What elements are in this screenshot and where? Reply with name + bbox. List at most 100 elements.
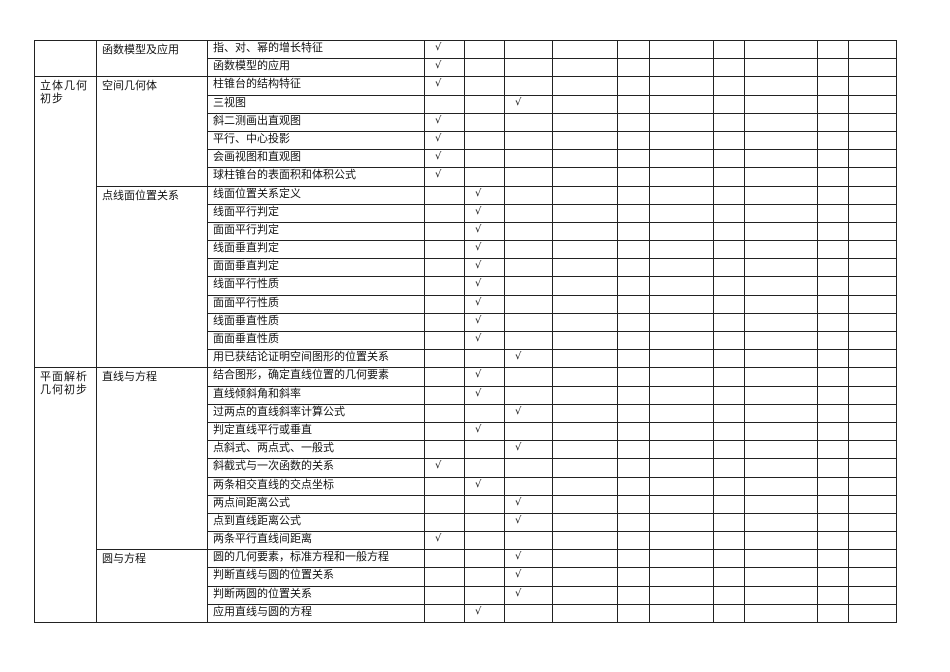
level-cell xyxy=(464,112,505,132)
level-cell xyxy=(649,76,714,96)
table-row: 用已获结论证明空间图形的位置关系 √ xyxy=(35,349,897,369)
level-cell xyxy=(552,458,618,478)
level-cell xyxy=(504,112,553,132)
table-row: 圆与方程 圆的几何要素，标准方程和一般方程 √ xyxy=(35,549,897,623)
topic-cell: 点到直线距离公式 xyxy=(207,512,425,533)
level-cell xyxy=(649,312,714,333)
level-cell xyxy=(744,367,818,387)
level-cell xyxy=(848,585,897,605)
check-mark: √ xyxy=(435,114,442,126)
level-cell xyxy=(848,312,897,333)
topic-cell: 指、对、幂的增长特征 xyxy=(207,39,425,60)
level-cell: √ xyxy=(424,39,465,60)
level-cell xyxy=(848,349,897,369)
level-cell xyxy=(552,258,618,278)
check-mark: √ xyxy=(475,242,482,254)
topic-cell: 会画视图和直观图 xyxy=(207,149,425,169)
level-cell xyxy=(617,476,650,496)
level-cell xyxy=(744,276,818,296)
level-cell xyxy=(744,603,818,624)
level-cell xyxy=(649,130,714,151)
level-cell xyxy=(649,58,714,78)
level-cell xyxy=(817,94,849,114)
level-cell xyxy=(424,603,465,624)
level-cell xyxy=(713,94,745,114)
table-row: 点线面位置关系 线面位置关系定义 √ xyxy=(35,185,897,369)
check-mark: √ xyxy=(475,187,482,199)
level-cell xyxy=(713,385,745,405)
level-cell xyxy=(817,149,849,169)
level-cell xyxy=(617,167,650,187)
check-mark: √ xyxy=(515,514,522,526)
level-cell xyxy=(817,349,849,369)
level-cell xyxy=(504,203,553,223)
level-cell xyxy=(424,240,465,260)
level-cell xyxy=(649,385,714,405)
topic-cell: 面面垂直判定 xyxy=(207,258,425,278)
level-cell xyxy=(649,567,714,587)
level-cell xyxy=(424,330,465,351)
level-cell xyxy=(464,349,505,369)
level-cell: √ xyxy=(504,567,553,587)
level-cell xyxy=(552,167,618,187)
level-cell xyxy=(464,58,505,78)
level-cell xyxy=(552,585,618,605)
level-cell: √ xyxy=(464,367,505,387)
level-cell xyxy=(817,585,849,605)
level-cell xyxy=(744,421,818,442)
section-cell: 函数模型及应用 xyxy=(96,39,208,78)
level-cell xyxy=(713,440,745,460)
topic-cell: 面面平行性质 xyxy=(207,294,425,314)
level-cell xyxy=(552,94,618,114)
check-mark: √ xyxy=(475,387,482,399)
level-cell xyxy=(504,76,553,96)
section-cell: 空间几何体 xyxy=(96,76,208,187)
level-cell xyxy=(744,294,818,314)
level-cell: √ xyxy=(424,149,465,169)
table-row: 立体几何初步 空间几何体 柱锥台的结构特征 √ xyxy=(34,76,897,369)
table-row: 两点间距离公式 √ xyxy=(35,494,897,514)
level-cell xyxy=(817,312,849,333)
level-cell xyxy=(424,312,465,333)
level-cell xyxy=(649,203,714,223)
level-cell xyxy=(817,258,849,278)
level-cell xyxy=(424,567,465,587)
level-cell xyxy=(817,58,849,78)
level-cell xyxy=(617,531,650,551)
level-cell xyxy=(713,403,745,423)
level-cell xyxy=(649,367,714,387)
level-cell xyxy=(617,349,650,369)
level-cell xyxy=(617,403,650,423)
level-cell xyxy=(848,130,897,151)
level-cell xyxy=(713,76,745,96)
level-cell xyxy=(848,149,897,169)
level-cell xyxy=(713,330,745,351)
level-cell xyxy=(649,440,714,460)
level-cell: √ xyxy=(464,476,505,496)
level-cell xyxy=(713,221,745,242)
level-cell xyxy=(713,58,745,78)
level-cell: √ xyxy=(464,385,505,405)
level-cell xyxy=(424,221,465,242)
level-cell xyxy=(552,312,618,333)
level-cell: √ xyxy=(424,130,465,151)
topic-cell: 线面平行判定 xyxy=(207,203,425,223)
level-cell xyxy=(817,458,849,478)
table-row: 线面平行判定 √ xyxy=(35,203,897,223)
level-cell xyxy=(504,476,553,496)
level-cell: √ xyxy=(464,294,505,314)
level-cell: √ xyxy=(504,440,553,460)
level-cell xyxy=(552,185,618,205)
topic-cell: 面面垂直性质 xyxy=(207,330,425,351)
level-cell xyxy=(617,185,650,205)
level-cell xyxy=(617,585,650,605)
topic-cell: 线面垂直判定 xyxy=(207,240,425,260)
level-cell xyxy=(744,39,818,60)
level-cell: √ xyxy=(424,58,465,78)
level-cell xyxy=(464,403,505,423)
table-row: 球柱锥台的表面积和体积公式 √ xyxy=(35,167,897,187)
level-cell xyxy=(424,276,465,296)
level-cell xyxy=(424,585,465,605)
level-cell xyxy=(713,494,745,514)
level-cell xyxy=(617,312,650,333)
